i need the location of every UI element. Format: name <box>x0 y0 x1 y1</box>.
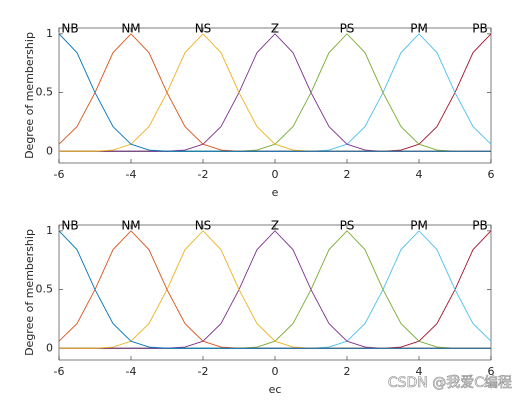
series-line <box>59 33 491 152</box>
y-tick-label: 0 <box>46 144 53 157</box>
series-line <box>59 230 492 349</box>
curve-label: PB <box>472 22 487 36</box>
x-tick-label: 4 <box>416 168 423 181</box>
x-tick-label: -6 <box>54 365 65 378</box>
x-tick-label: -4 <box>126 365 137 378</box>
x-tick-label: -2 <box>198 168 209 181</box>
x-tick-label: -6 <box>54 168 65 181</box>
x-tick-label: 2 <box>344 365 351 378</box>
series-line <box>59 33 491 152</box>
axes-box <box>58 27 492 164</box>
curve-label: PM <box>410 22 428 36</box>
series-line <box>58 230 491 349</box>
curve-label: Z <box>271 219 279 233</box>
series-line <box>59 230 491 349</box>
x-tick-label: 4 <box>416 365 423 378</box>
y-tick-label: 0.5 <box>36 86 54 99</box>
series-line <box>58 33 491 152</box>
y-tick-label: 0.5 <box>36 283 54 296</box>
axes-box <box>58 224 492 361</box>
x-tick-label: -2 <box>198 365 209 378</box>
curve-label: NS <box>195 22 212 36</box>
series-line <box>58 230 491 349</box>
x-axis-label: ec <box>269 383 282 396</box>
curve-label: NB <box>61 219 78 233</box>
curve-label: PB <box>472 219 487 233</box>
y-tick-label: 1 <box>46 27 53 40</box>
y-tick-label: 0 <box>46 341 53 354</box>
curve-label: PS <box>340 219 355 233</box>
curve-label: PM <box>410 219 428 233</box>
y-axis-label: Degree of membership <box>23 229 36 356</box>
watermark: CSDN @我爱C编程 <box>388 375 512 391</box>
x-axis-label: e <box>272 186 279 199</box>
y-axis-label: Degree of membership <box>23 32 36 159</box>
curve-label: NS <box>195 219 212 233</box>
curve-label: NM <box>121 219 140 233</box>
x-tick-label: 6 <box>488 365 495 378</box>
series-line <box>59 230 491 349</box>
series-line <box>59 230 491 349</box>
curve-label: NB <box>61 22 78 36</box>
series-line <box>58 33 491 152</box>
curve-label: Z <box>271 22 279 36</box>
y-tick-label: 1 <box>46 224 53 237</box>
series-line <box>59 33 492 152</box>
x-tick-label: 0 <box>272 365 279 378</box>
curve-label: NM <box>121 22 140 36</box>
x-tick-label: 0 <box>272 168 279 181</box>
curve-label: PS <box>340 22 355 36</box>
series-line <box>59 230 492 349</box>
x-tick-label: 2 <box>344 168 351 181</box>
series-line <box>59 33 491 152</box>
x-tick-label: 6 <box>488 168 495 181</box>
x-tick-label: -4 <box>126 168 137 181</box>
series-line <box>59 33 492 152</box>
